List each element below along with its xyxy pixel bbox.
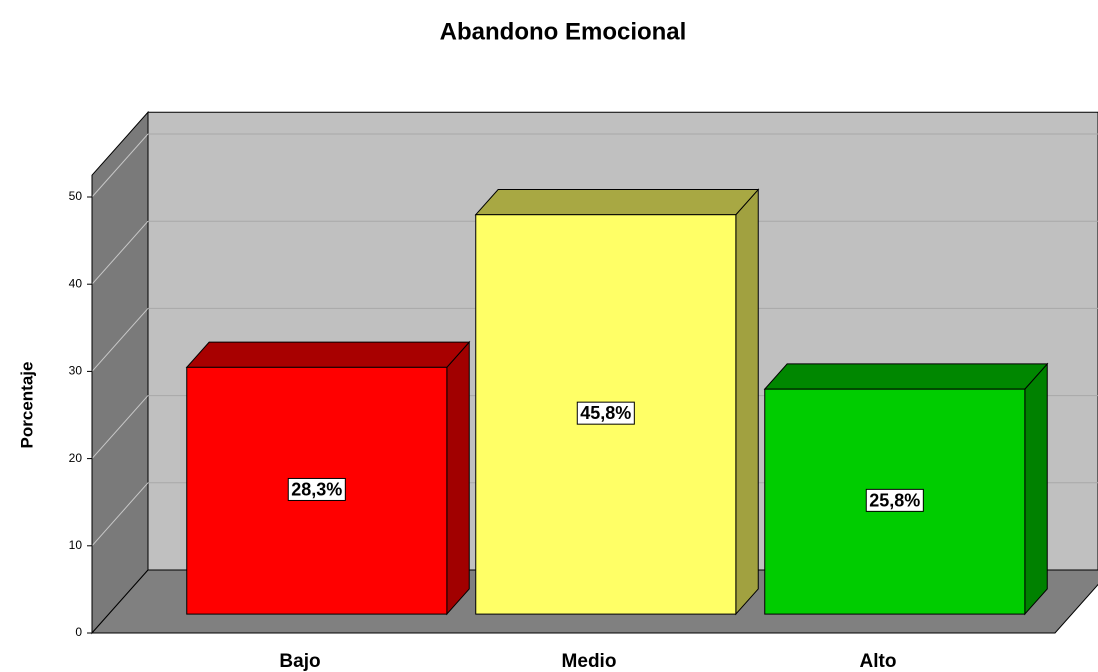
value-label-box — [576, 401, 635, 425]
value-label-box — [287, 477, 346, 501]
bar-top — [185, 341, 471, 368]
y-tick-label: 30 — [69, 364, 83, 378]
y-tick-label: 0 — [75, 625, 82, 639]
value-label: 45,8% — [580, 403, 631, 423]
grid-line — [91, 395, 149, 459]
grid-line — [91, 482, 149, 547]
y-tick-label: 10 — [69, 538, 83, 552]
left-wall — [91, 110, 149, 635]
bar-side — [1024, 362, 1048, 616]
value-label-box — [865, 488, 924, 512]
value-label: 28,3% — [291, 479, 342, 499]
y-tick-label: 20 — [69, 451, 83, 465]
x-tick-label: Alto — [860, 651, 897, 672]
y-axis-label: Porcentaje — [17, 362, 36, 449]
grid-line — [91, 308, 149, 372]
value-label: 25,8% — [869, 490, 920, 510]
grid-line — [91, 220, 149, 285]
bar-top — [474, 189, 760, 216]
chart-title: Abandono Emocional — [440, 18, 687, 45]
x-tick-label: Bajo — [279, 651, 320, 672]
x-tick-label: Medio — [562, 651, 617, 672]
y-tick-label: 50 — [69, 189, 83, 203]
y-tick-label: 40 — [69, 276, 83, 290]
bar-side — [735, 188, 759, 616]
bar-top — [763, 363, 1049, 390]
grid-line — [91, 133, 149, 198]
bar-side — [446, 340, 470, 616]
